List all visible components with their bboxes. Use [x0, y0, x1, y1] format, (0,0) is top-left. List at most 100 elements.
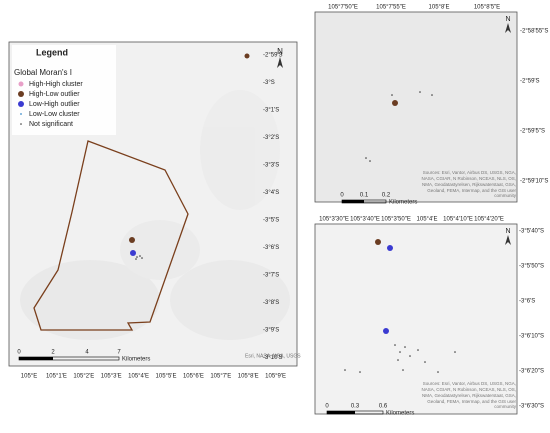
latitude-label: -3°4'S [263, 190, 279, 196]
scale-tick-label: 0.6 [379, 404, 388, 410]
attribution: Esri, NASA, NGA, USGS [245, 353, 301, 359]
not-significant-points [344, 344, 456, 373]
low-high-point [387, 245, 393, 251]
longitude-label: 105°4'20"E [474, 217, 504, 223]
longitude-label: 105°3'E [101, 374, 122, 380]
latitude-label: -2°59'S [263, 53, 283, 59]
legend-label: High-Low outlier [29, 91, 80, 98]
high-low-point [129, 237, 135, 243]
longitude-label: 105°3'50"E [381, 217, 411, 223]
scale-bar-outline [341, 199, 387, 204]
longitude-label: 105°4'E [417, 217, 438, 223]
legend-title: Legend [36, 47, 68, 57]
longitude-label: 105°E [21, 374, 37, 380]
latitude-label: -3°7'S [263, 273, 279, 279]
longitude-label: 105°7'E [210, 374, 231, 380]
latitude-label: -3°9'S [263, 328, 279, 334]
legend-subtitle: Global Moran's I [14, 68, 72, 77]
latitude-label: -2°59'5"S [520, 129, 545, 135]
legend-symbol [18, 101, 24, 107]
longitude-label: 105°3'30"E [319, 217, 349, 223]
scale-bar-fill [327, 411, 355, 414]
scale-unit: Kilometers [389, 200, 417, 206]
longitude-label: 105°4'10"E [443, 217, 473, 223]
scale-unit: Kilometers [386, 411, 414, 417]
inset-top-frame [314, 11, 518, 203]
longitude-label: 105°8'E [429, 5, 450, 11]
longitude-label: 105°7'55"E [376, 5, 406, 11]
legend-label: Low-Low cluster [29, 111, 80, 118]
latitude-label: -3°8'S [263, 300, 279, 306]
legend-label: High-High cluster [29, 81, 83, 88]
legend-symbol [18, 91, 24, 97]
legend-label: Low-High outlier [29, 101, 80, 108]
high-low-point [244, 53, 250, 59]
scale-tick-label: 0 [17, 350, 21, 356]
attribution: Sources: Esri, Vantor, Airbus DS, USGS, … [421, 170, 516, 199]
scale-unit: Kilometers [122, 357, 150, 363]
longitude-label: 105°8'5"E [474, 5, 500, 11]
latitude-label: -2°59'S [520, 79, 540, 85]
scale-bar-outline [18, 356, 120, 361]
latitude-label: -2°58'55"S [520, 29, 548, 35]
not-significant-points [135, 255, 143, 260]
attribution-text: Sources: Esri, Vantor, Airbus DS, USGS, … [421, 170, 516, 199]
scale-tick-label: 0.3 [351, 404, 360, 410]
latitude-label: -3°6'S [263, 245, 279, 251]
north-arrow-icon [277, 57, 283, 68]
latitude-label: -3°S [263, 80, 275, 86]
inset-bottom-frame [314, 223, 518, 415]
not-significant-points [365, 91, 433, 162]
latitude-label: -3°5'S [263, 218, 279, 224]
latitude-label: -3°2'S [263, 135, 279, 141]
latitude-label: -3°6'20"S [519, 369, 544, 375]
latitude-label: -3°3'S [263, 163, 279, 169]
high-low-point [375, 239, 381, 245]
longitude-label: 105°7'50"E [328, 5, 358, 11]
legend-box [12, 45, 116, 135]
latitude-label: -3°5'50"S [519, 264, 544, 270]
north-arrow: N [505, 228, 510, 235]
scale-tick-label: 0 [325, 404, 329, 410]
longitude-label: 105°8'E [238, 374, 259, 380]
scale-bar-fill [342, 200, 364, 203]
study-area-boundary [33, 140, 189, 331]
latitude-label: -3°6'30"S [519, 404, 544, 410]
low-high-point [383, 328, 389, 334]
longitude-label: 105°6'E [183, 374, 204, 380]
longitude-label: 105°5'E [156, 374, 177, 380]
latitude-label: -3°6'S [519, 299, 535, 305]
longitude-label: 105°2'E [73, 374, 94, 380]
legend-symbol [20, 123, 22, 125]
latitude-label: -2°59'10"S [520, 179, 548, 185]
attribution: Sources: Esri, Vantor, Airbus DS, USGS, … [421, 381, 516, 410]
legend-symbol [20, 113, 22, 115]
high-low-point [392, 100, 398, 106]
north-arrow-icon [505, 235, 511, 245]
latitude-label: -3°1'S [263, 108, 279, 114]
attribution-text: Sources: Esri, Vantor, Airbus DS, USGS, … [421, 381, 516, 410]
latitude-label: -3°5'40"S [519, 229, 544, 235]
scale-tick-label: 0.2 [382, 193, 391, 199]
scale-tick-label: 0.1 [360, 193, 369, 199]
scale-tick-label: 2 [51, 350, 55, 356]
north-arrow-icon [505, 23, 511, 33]
longitude-label: 105°3'40"E [350, 217, 380, 223]
longitude-label: 105°4'E [128, 374, 149, 380]
low-high-point [130, 250, 136, 256]
scale-bar-outline [326, 410, 384, 415]
scale-bar-fill [19, 357, 53, 360]
latitude-label: -3°6'10"S [519, 334, 544, 340]
longitude-label: 105°1'E [46, 374, 67, 380]
north-arrow: N [505, 16, 510, 23]
legend-items: High-High cluster High-Low outlier Low-Hig… [18, 81, 83, 128]
latitude-label: -3°10'S [263, 355, 283, 361]
legend-label: Not significant [29, 121, 73, 128]
scale-tick-label: 4 [85, 350, 89, 356]
longitude-label: 105°9'E [265, 374, 286, 380]
north-arrow: N [277, 47, 283, 56]
